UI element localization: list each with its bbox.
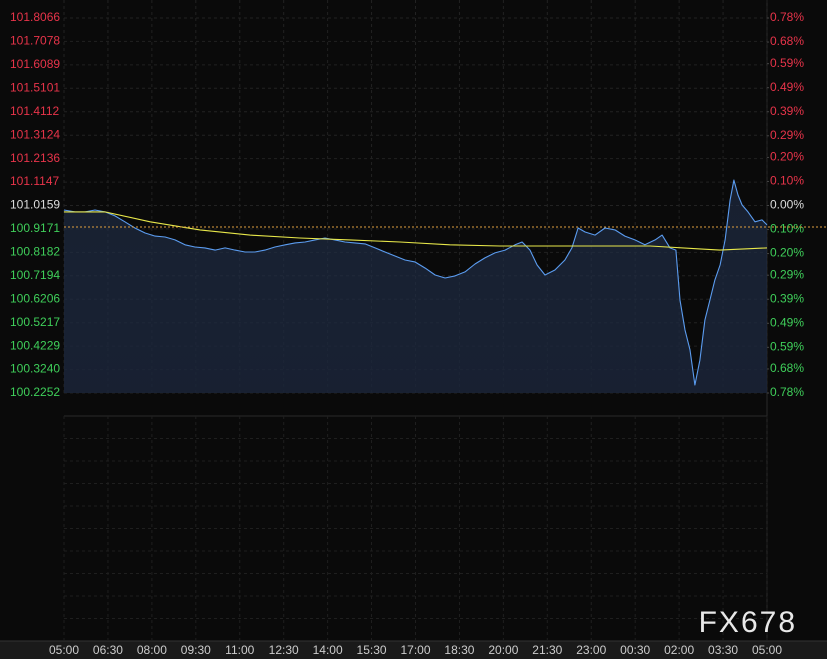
line <box>64 211 768 251</box>
watermark: FX678 <box>699 606 797 639</box>
y-tick-label: 101.5101 <box>10 80 60 94</box>
y2-tick-label: 0.39% <box>770 104 804 118</box>
y-tick-label: 101.4112 <box>10 104 59 118</box>
x-axis-band <box>0 641 827 659</box>
x-tick-label: 15:30 <box>357 643 387 657</box>
x-tick-label: 20:00 <box>488 643 518 657</box>
x-tick-label: 05:00 <box>49 643 79 657</box>
x-tick-label: 11:00 <box>225 643 254 657</box>
x-tick-label: 12:30 <box>269 643 299 657</box>
x-tick-label: 00:30 <box>620 643 650 657</box>
x-tick-label: 09:30 <box>181 643 211 657</box>
x-tick-label: 02:00 <box>664 643 694 657</box>
y-tick-label: 101.0159 <box>10 198 60 212</box>
y2-tick-label: 0.68% <box>770 361 804 375</box>
y2-tick-label: 0.49% <box>770 80 804 94</box>
y2-tick-label: 0.59% <box>770 56 804 70</box>
y2-tick-label: 0.10% <box>770 174 804 188</box>
y2-tick-label: 0.49% <box>770 315 804 329</box>
y2-tick-label: 0.20% <box>770 150 804 164</box>
y2-tick-label: 0.39% <box>770 291 804 305</box>
y2-tick-label: 0.59% <box>770 339 804 353</box>
y2-tick-label: 0.10% <box>770 222 804 236</box>
x-tick-label: 03:30 <box>708 643 738 657</box>
y-tick-label: 100.8182 <box>10 245 60 259</box>
y2-tick-label: 0.29% <box>770 128 804 142</box>
x-tick-label: 17:00 <box>400 643 430 657</box>
y-tick-label: 100.6206 <box>10 291 60 305</box>
y-tick-label: 101.1147 <box>10 174 59 188</box>
y-tick-label: 101.3124 <box>10 127 60 141</box>
x-tick-label: 14:00 <box>313 643 343 657</box>
y-tick-label: 100.4229 <box>10 338 60 352</box>
y-tick-label: 100.9171 <box>10 221 60 235</box>
x-tick-label: 08:00 <box>137 643 167 657</box>
y-tick-label: 100.3240 <box>10 362 60 376</box>
x-tick-label: 23:00 <box>576 643 606 657</box>
y2-tick-label: 0.68% <box>770 34 804 48</box>
x-tick-label: 06:30 <box>93 643 123 657</box>
y2-tick-label: 0.00% <box>770 198 804 212</box>
y-tick-label: 100.2252 <box>10 385 60 399</box>
y-tick-label: 100.5217 <box>10 315 60 329</box>
x-tick-label: 05:00 <box>752 643 782 657</box>
y2-tick-label: 0.78% <box>770 385 804 399</box>
y-tick-label: 101.6089 <box>10 57 60 71</box>
y-tick-label: 101.8066 <box>10 10 60 24</box>
x-tick-label: 18:30 <box>444 643 474 657</box>
y-tick-label: 101.2136 <box>10 151 60 165</box>
y-tick-label: 100.7194 <box>10 268 60 282</box>
y2-tick-label: 0.20% <box>770 246 804 260</box>
y-tick-label: 101.7078 <box>10 34 60 48</box>
line <box>63 179 768 386</box>
y2-tick-label: 0.29% <box>770 267 804 281</box>
area <box>64 180 767 393</box>
y2-tick-label: 0.78% <box>770 10 804 24</box>
x-tick-label: 21:30 <box>532 643 562 657</box>
